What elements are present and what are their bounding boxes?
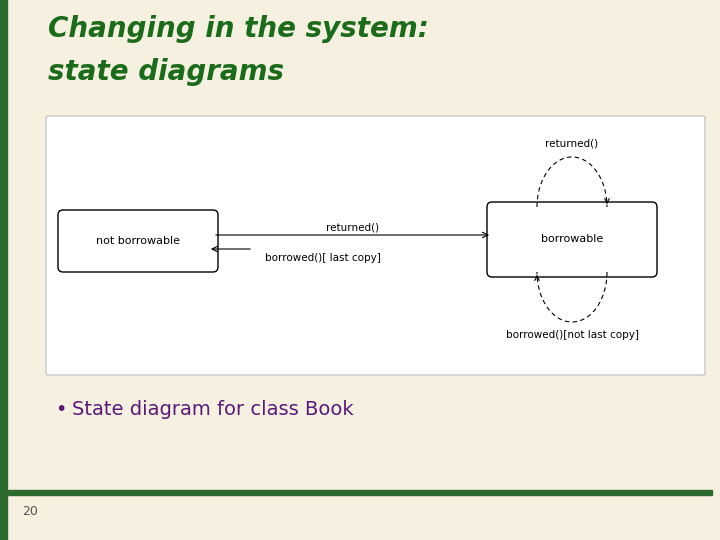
Text: borrowed()[not last copy]: borrowed()[not last copy] [505, 330, 639, 340]
FancyBboxPatch shape [487, 202, 657, 277]
Text: returned(): returned() [326, 222, 379, 232]
Bar [0, 0, 7, 540]
FancyBboxPatch shape [46, 116, 705, 375]
Text: state diagrams: state diagrams [48, 58, 284, 86]
Bar [8, 490, 712, 495]
Text: borrowed()[ last copy]: borrowed()[ last copy] [264, 253, 380, 263]
Text: Changing in the system:: Changing in the system: [48, 15, 429, 43]
Text: borrowable: borrowable [541, 234, 603, 245]
Text: State diagram for class Book: State diagram for class Book [72, 400, 354, 419]
Text: •: • [55, 400, 66, 419]
Text: returned(): returned() [546, 139, 598, 149]
Text: 20: 20 [22, 505, 38, 518]
FancyBboxPatch shape [58, 210, 218, 272]
Text: not borrowable: not borrowable [96, 236, 180, 246]
